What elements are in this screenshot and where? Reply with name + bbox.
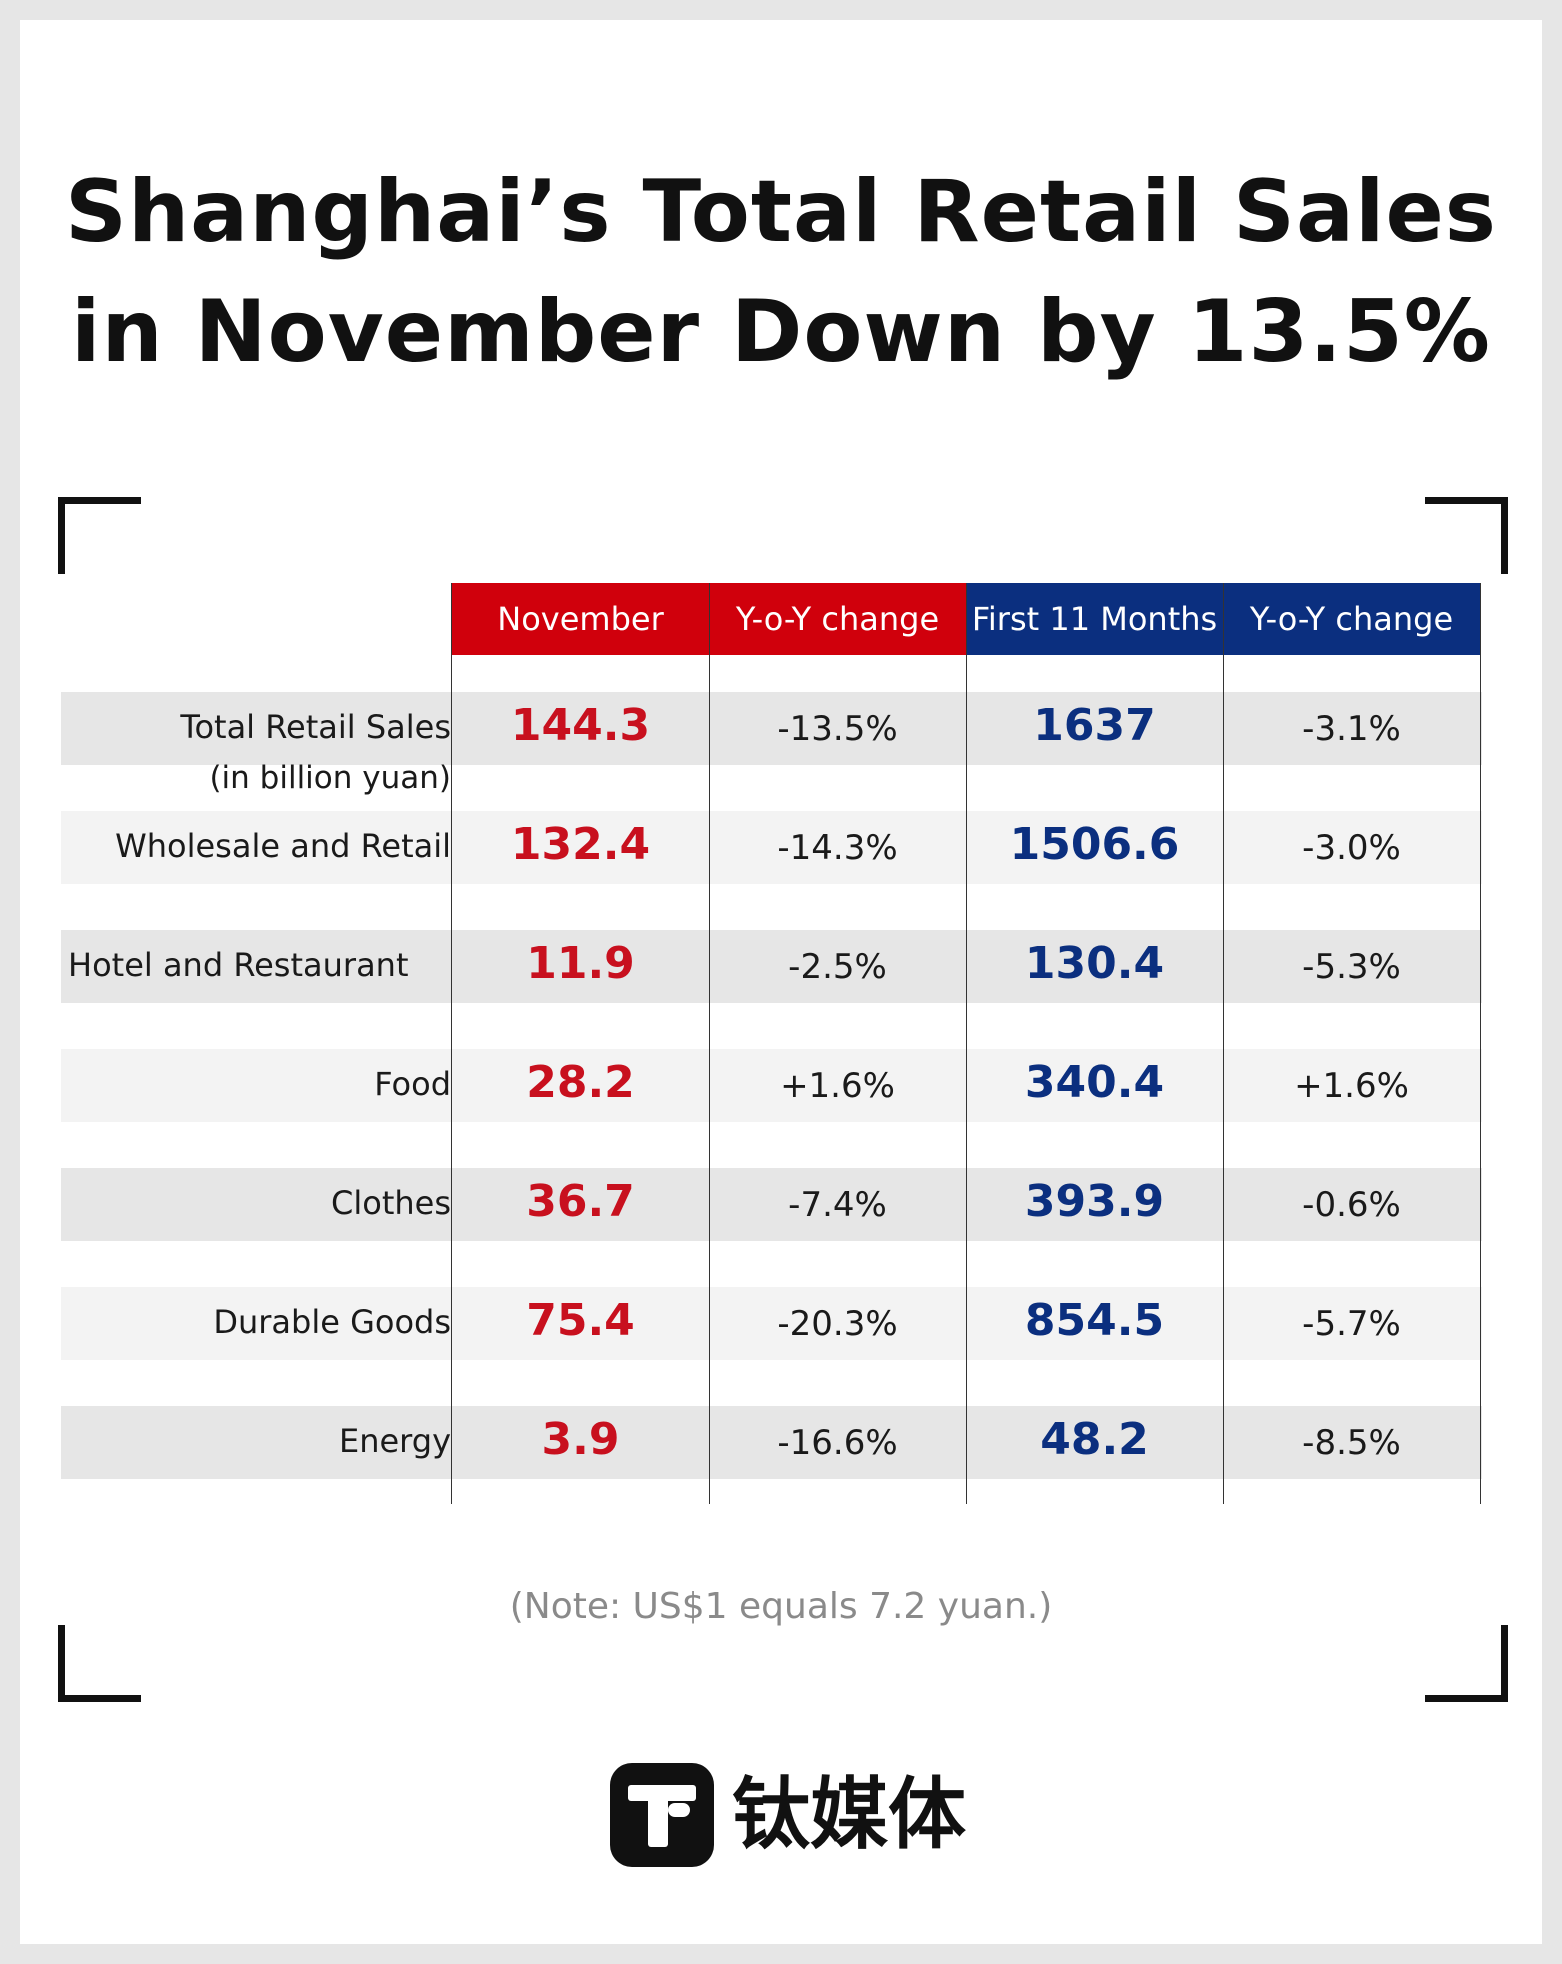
first-11-months-yoy-value: -0.6% xyxy=(1302,1185,1401,1225)
header-first-11-months: First 11 Months xyxy=(966,583,1223,655)
corner-bracket-bottom-right xyxy=(1425,1625,1508,1702)
november-yoy-value: -13.5% xyxy=(777,709,898,749)
row-label: Clothes xyxy=(331,1184,451,1222)
november-yoy-value: -14.3% xyxy=(777,828,898,868)
first-11-months-yoy-value: -3.0% xyxy=(1302,828,1401,868)
column-divider xyxy=(451,583,452,1504)
row-band xyxy=(61,1049,1482,1122)
row-label: Wholesale and Retail xyxy=(115,827,451,865)
first-11-months-yoy-value: -5.7% xyxy=(1302,1304,1401,1344)
row-band xyxy=(61,1406,1482,1479)
header-november: November xyxy=(452,583,709,655)
first-11-months-value: 340.4 xyxy=(1024,1057,1165,1108)
first-11-months-value: 48.2 xyxy=(1040,1414,1149,1465)
header-nov-yoy: Y-o-Y change xyxy=(709,583,966,655)
first-11-months-value: 854.5 xyxy=(1024,1295,1165,1346)
first-11-months-yoy-value: +1.6% xyxy=(1294,1066,1409,1106)
november-value: 36.7 xyxy=(526,1176,635,1227)
column-divider xyxy=(1223,583,1224,1504)
november-yoy-value: -2.5% xyxy=(788,947,887,987)
title-line-2: in November Down by 13.5% xyxy=(71,282,1491,382)
column-divider xyxy=(1480,583,1481,1504)
row-label: Durable Goods xyxy=(213,1303,451,1341)
column-divider xyxy=(966,583,967,1504)
corner-bracket-top-left xyxy=(58,497,141,574)
first-11-months-yoy-value: -8.5% xyxy=(1302,1423,1401,1463)
row-band xyxy=(61,1287,1482,1360)
november-value: 11.9 xyxy=(526,938,635,989)
header-first11-yoy: Y-o-Y change xyxy=(1223,583,1480,655)
row-band xyxy=(61,1168,1482,1241)
infographic-card: Shanghai’s Total Retail Sales in Novembe… xyxy=(20,20,1542,1944)
title-line-1: Shanghai’s Total Retail Sales xyxy=(65,162,1497,262)
november-value: 132.4 xyxy=(510,819,651,870)
november-value: 28.2 xyxy=(526,1057,635,1108)
first-11-months-value: 1506.6 xyxy=(1009,819,1180,870)
row-label: Hotel and Restaurant xyxy=(68,946,409,984)
currency-note: (Note: US$1 equals 7.2 yuan.) xyxy=(509,1586,1053,1627)
corner-bracket-top-right xyxy=(1425,497,1508,574)
row-band xyxy=(61,811,1482,884)
november-yoy-value: -20.3% xyxy=(777,1304,898,1344)
first-11-months-value: 130.4 xyxy=(1024,938,1165,989)
row-label: Total Retail Sales xyxy=(180,708,451,746)
page-title: Shanghai’s Total Retail Sales in Novembe… xyxy=(20,152,1542,392)
november-yoy-value: +1.6% xyxy=(780,1066,895,1106)
corner-bracket-bottom-left xyxy=(58,1625,141,1702)
first-11-months-yoy-value: -3.1% xyxy=(1302,709,1401,749)
november-value: 3.9 xyxy=(541,1414,620,1465)
first-11-months-yoy-value: -5.3% xyxy=(1302,947,1401,987)
november-value: 144.3 xyxy=(510,700,651,751)
row-band xyxy=(61,930,1482,1003)
first-11-months-value: 393.9 xyxy=(1024,1176,1165,1227)
column-divider xyxy=(709,583,710,1504)
november-yoy-value: -7.4% xyxy=(788,1185,887,1225)
first-11-months-value: 1637 xyxy=(1033,700,1156,751)
november-yoy-value: -16.6% xyxy=(777,1423,898,1463)
row-band xyxy=(61,692,1482,765)
row-sublabel: (in billion yuan) xyxy=(209,760,451,796)
november-value: 75.4 xyxy=(526,1295,635,1346)
row-label: Food xyxy=(374,1065,451,1103)
t-logo-icon xyxy=(610,1763,714,1867)
logo-wordmark: 钛媒体 xyxy=(732,1770,967,1860)
row-label: Energy xyxy=(338,1422,451,1460)
